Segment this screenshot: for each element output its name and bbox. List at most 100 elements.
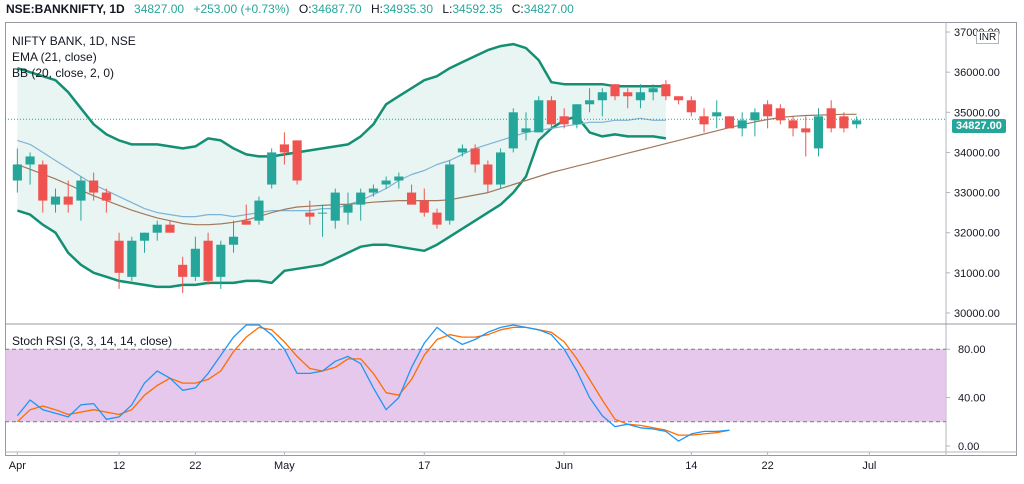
price-change: +253.00 (+0.73%) [193,2,290,16]
candle-body [750,112,760,121]
candle-body [165,224,175,233]
candle-body [368,188,378,193]
candle-body [699,116,709,125]
candle-body [241,220,251,225]
candle-body [76,180,86,201]
candle-body [317,212,328,214]
stoch-band-fill [5,349,946,422]
candle-body [216,244,226,277]
price-tick-label: 32000.00 [954,228,1000,240]
candle-body [267,152,277,185]
open-value: 34687.70 [311,2,362,16]
candle-body [597,92,607,101]
candle-body [330,192,340,221]
legend-ema[interactable]: EMA (21, close) [12,50,97,64]
candle-body [152,224,162,233]
time-tick-label: Jul [862,460,876,472]
candle-body [852,120,862,125]
stoch-tick-label: 80.00 [958,344,986,356]
last-price-tag: 34827.00 [952,119,1006,133]
time-tick-label: 22 [189,460,201,472]
candle-body [343,204,353,213]
time-tick-label: 14 [685,460,697,472]
bb-basis-line [17,117,666,218]
candle-body [178,264,188,277]
candle-body [763,104,773,117]
candle-body [534,100,544,133]
candle-body [737,120,747,129]
candle-body [228,236,239,245]
legend-stoch-rsi[interactable]: Stoch RSI (3, 3, 14, 14, close) [12,334,173,348]
candle-body [635,92,646,101]
candle-body [356,192,366,205]
candle-body [470,148,480,165]
legend-bb[interactable]: BB (20, close, 2, 0) [12,66,115,80]
candle-body [89,180,99,193]
candle-body [12,164,22,181]
candle-body [50,196,61,205]
time-tick-label: 12 [113,460,125,472]
candle-body [63,196,73,205]
candle-body [38,164,48,201]
high-value: 34935.30 [382,2,433,16]
candle-body [394,176,404,181]
candle-body [305,212,315,217]
candle-body [788,120,798,129]
low-label: L: [442,2,453,16]
candle-body [406,192,417,205]
candle-body [813,116,824,149]
candle-body [712,112,722,117]
last-price: 34827.00 [134,2,185,16]
symbol-header: NSE:BANKNIFTY, 1D 34827.00 +253.00 (+0.7… [0,0,1024,20]
open-label: O: [298,2,312,16]
high-label: H: [370,2,383,16]
candle-body [610,84,620,97]
candle-body [623,92,633,97]
candle-body [139,232,150,241]
price-tick-label: 36000.00 [954,67,1000,79]
stoch-tick-label: 0.00 [958,441,979,453]
candle-body [254,200,264,221]
candle-body [495,152,506,185]
currency-badge[interactable]: INR [976,31,1000,44]
symbol-name[interactable]: NSE:BANKNIFTY, 1D [6,2,125,16]
candle-body [101,192,111,201]
ema-line [17,113,857,226]
candle-body [292,140,302,181]
candle-body [826,108,836,129]
candle-body [127,240,137,277]
stoch-d-line [16,326,730,436]
candle-body [381,180,391,185]
candle-body [674,96,684,101]
time-tick-label: May [274,460,295,472]
close-label: C: [511,2,524,16]
candle-body [801,128,811,133]
candle-body [724,116,735,129]
low-value: 34592.35 [452,2,503,16]
candle-body [546,100,557,125]
price-tick-label: 34000.00 [954,147,1000,159]
candle-body [25,156,35,165]
candle-body [775,108,785,121]
price-tick-label: 31000.00 [954,268,1000,280]
time-tick-label: Jun [555,460,573,472]
bb-lower-line [17,115,667,289]
candle-body [457,148,468,153]
candle-body [445,164,455,221]
candle-body [114,240,124,273]
candle-body [686,100,696,113]
candle-body [279,144,289,153]
candle-body [521,128,531,133]
stoch-k-line [16,324,730,442]
candle-body [839,116,849,129]
bb-upper-line [17,42,666,158]
chart-frame [5,22,1017,456]
candle-body [203,240,213,281]
candle-body [190,248,200,277]
price-tick-label: 30000.00 [954,308,1000,320]
price-tick-label: 33000.00 [954,188,1000,200]
candle-body [661,84,671,97]
candle-body [432,212,442,225]
candle-body [419,200,429,213]
